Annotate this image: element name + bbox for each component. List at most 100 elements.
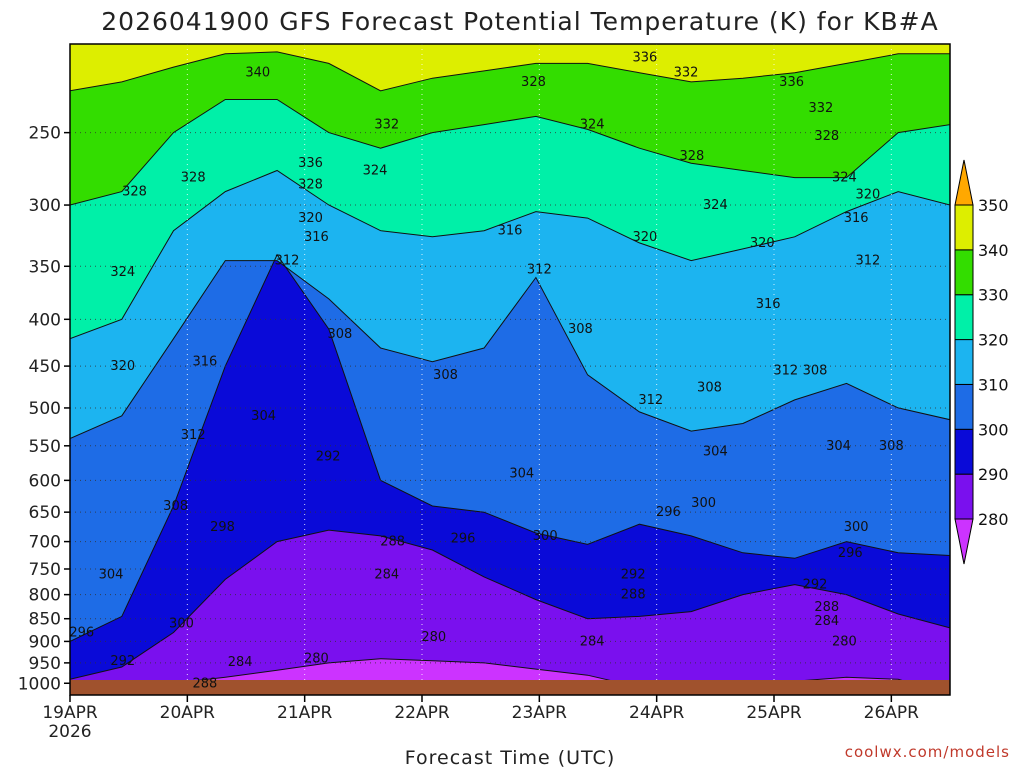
contour-label: 284 bbox=[814, 614, 839, 629]
y-tick-label: 850 bbox=[29, 610, 61, 630]
colorbar-segment bbox=[954, 473, 974, 520]
contour-label: 308 bbox=[327, 327, 352, 342]
colorbar-label: 310 bbox=[978, 375, 1009, 394]
contour-labels: 340 336 332 328 324 328 336 332 324 328 324 336 332 3… bbox=[70, 51, 904, 692]
plot-frame bbox=[69, 43, 951, 696]
colorbar-extend-high bbox=[954, 159, 974, 206]
contour-label: 312 bbox=[527, 263, 552, 278]
colorbar-segment bbox=[954, 249, 974, 296]
contour-label: 324 bbox=[363, 163, 388, 178]
contour-label: 284 bbox=[228, 655, 253, 670]
contour-label: 328 bbox=[122, 185, 147, 200]
isentrope-330 bbox=[70, 99, 950, 206]
contour-label: 316 bbox=[498, 224, 523, 239]
contour-label: 336 bbox=[633, 51, 658, 66]
contour-label: 324 bbox=[580, 118, 605, 133]
contour-label: 328 bbox=[521, 75, 546, 90]
y-tick-label: 600 bbox=[29, 471, 61, 491]
contour-label: 288 bbox=[380, 535, 405, 550]
contour-label: 316 bbox=[304, 230, 329, 245]
colorbar-segment bbox=[954, 204, 974, 251]
chart-title: 2026041900 GFS Forecast Potential Temper… bbox=[101, 7, 938, 36]
contour-label: 324 bbox=[703, 198, 728, 213]
x-tick-label: 23APR bbox=[512, 703, 568, 723]
contour-label: 312 bbox=[773, 363, 798, 378]
contour-label: 320 bbox=[855, 187, 880, 202]
band-above-330 bbox=[70, 44, 950, 205]
contour-label: 300 bbox=[533, 529, 558, 544]
contour-label: 280 bbox=[304, 652, 329, 667]
isentrope-310 bbox=[70, 260, 950, 439]
contour-label: 304 bbox=[99, 567, 124, 582]
contour-label: 300 bbox=[844, 520, 869, 535]
colorbar-segment bbox=[954, 383, 974, 430]
x-tick-label: 25APR bbox=[746, 703, 802, 723]
y-tick-label: 550 bbox=[29, 437, 61, 457]
contour-label: 300 bbox=[169, 616, 194, 631]
contour-label: 284 bbox=[580, 634, 605, 649]
contour-label: 296 bbox=[656, 505, 681, 520]
contour-label: 336 bbox=[779, 75, 804, 90]
colorbar-label: 290 bbox=[978, 465, 1009, 484]
isentrope-320 bbox=[70, 169, 950, 340]
y-tick-label: 400 bbox=[29, 310, 61, 330]
contour-label: 328 bbox=[814, 129, 839, 144]
x-tick-label: 19APR bbox=[42, 703, 98, 723]
contour-label: 308 bbox=[879, 439, 904, 454]
y-tick-label: 800 bbox=[29, 586, 61, 606]
x-tick-label: 24APR bbox=[629, 703, 685, 723]
colorbar-segment bbox=[954, 428, 974, 475]
contour-label: 296 bbox=[838, 546, 863, 561]
contour-label: 312 bbox=[855, 254, 880, 269]
contour-label: 292 bbox=[110, 654, 135, 669]
contour-label: 324 bbox=[110, 265, 135, 280]
y-tick-label: 450 bbox=[29, 357, 61, 377]
contour-label: 304 bbox=[509, 467, 534, 482]
contour-label: 280 bbox=[832, 634, 857, 649]
y-axis: 2503003504004505005506006507007508008509… bbox=[18, 124, 70, 694]
contour-label: 328 bbox=[298, 178, 323, 193]
colorbar-extend-low bbox=[954, 518, 974, 565]
y-tick-label: 350 bbox=[29, 257, 61, 277]
contour-label: 308 bbox=[803, 363, 828, 378]
contour-label: 320 bbox=[298, 211, 323, 226]
colorbar-segment bbox=[954, 339, 974, 385]
contour-label: 316 bbox=[756, 297, 781, 312]
x-tick-label: 20APR bbox=[160, 703, 216, 723]
credit-link[interactable]: coolwx.com/models bbox=[845, 743, 1010, 761]
contour-label: 304 bbox=[251, 409, 276, 424]
plot-fill bbox=[70, 44, 950, 695]
contour-label: 328 bbox=[679, 149, 704, 164]
contour-label: 340 bbox=[245, 66, 270, 81]
contour-label: 308 bbox=[697, 381, 722, 396]
colorbar-label: 320 bbox=[978, 331, 1009, 350]
y-tick-label: 750 bbox=[29, 560, 61, 580]
contour-label: 312 bbox=[181, 428, 206, 443]
isentrope-340 bbox=[70, 51, 950, 92]
contour-label: 320 bbox=[750, 236, 775, 251]
contour-label: 308 bbox=[163, 499, 188, 514]
contour-label: 304 bbox=[703, 445, 728, 460]
y-tick-label: 900 bbox=[29, 632, 61, 652]
x-axis-label: Forecast Time (UTC) bbox=[405, 747, 615, 768]
y-tick-label: 700 bbox=[29, 533, 61, 553]
contour-label: 288 bbox=[193, 676, 218, 691]
contour-label: 328 bbox=[181, 171, 206, 186]
contour-label: 332 bbox=[374, 118, 399, 133]
x-axis: 19APR 20APR 21APR 22APR 23APR 24APR 25APR 26APR… bbox=[42, 695, 919, 742]
y-tick-label: 500 bbox=[29, 399, 61, 419]
contour-label: 304 bbox=[826, 439, 851, 454]
x-tick-label: 26APR bbox=[864, 703, 920, 723]
contour-label: 308 bbox=[568, 322, 593, 337]
y-tick-label: 1000 bbox=[18, 674, 61, 694]
y-tick-label: 300 bbox=[29, 196, 61, 216]
contour-label: 332 bbox=[809, 101, 834, 116]
contour-label: 298 bbox=[210, 520, 235, 535]
contour-label: 288 bbox=[621, 588, 646, 603]
colorbar-segment bbox=[954, 294, 974, 341]
contour-label: 296 bbox=[451, 532, 476, 547]
colorbar-label: 340 bbox=[978, 241, 1009, 260]
x-tick-label: 21APR bbox=[277, 703, 333, 723]
x-tick-label: 22APR bbox=[394, 703, 450, 723]
